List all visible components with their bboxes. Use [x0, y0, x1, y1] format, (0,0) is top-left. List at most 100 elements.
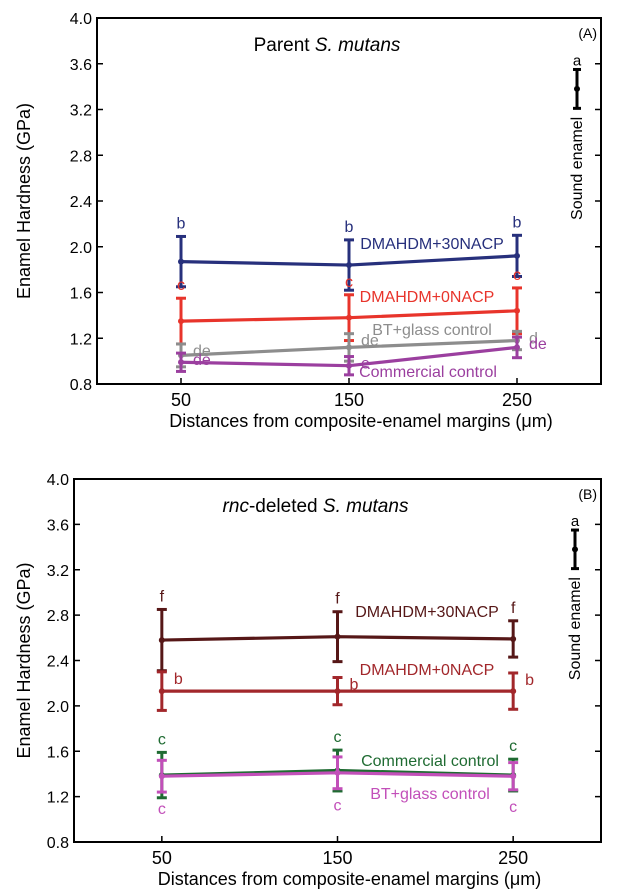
data-point	[158, 688, 165, 695]
significance-letter: c	[509, 799, 517, 816]
panel-label: (A)	[578, 25, 597, 41]
data-point	[346, 314, 352, 321]
x-tick-label: 250	[502, 390, 532, 410]
significance-letter: b	[513, 214, 522, 231]
series-commercial-control: de e de Commercial control	[176, 335, 547, 381]
panel-b: rnc-deleted S. mutans (B) Enamel Hardnes…	[14, 472, 602, 889]
series-bt-glass-control: c c c BT+glass control	[156, 755, 519, 818]
series-label: Commercial control	[361, 753, 499, 770]
data-point	[178, 258, 184, 265]
reference-group: a Sound enamel	[567, 513, 584, 680]
y-tick-label: 3.2	[47, 563, 69, 580]
reference-point	[572, 546, 578, 553]
significance-letter: de	[529, 336, 547, 353]
reference-label: Sound enamel	[569, 117, 586, 220]
y-tick-label: 4.0	[47, 472, 69, 489]
y-tick-label: 2.8	[70, 148, 92, 165]
series-label: DMAHDM+0NACP	[360, 662, 495, 679]
x-tick-label: 150	[322, 848, 352, 868]
data-point	[514, 307, 520, 314]
y-tick-label: 2.8	[47, 608, 69, 625]
panel-a: Parent S. mutans (A) Enamel Hardness (GP…	[14, 11, 602, 431]
data-point	[514, 344, 520, 351]
significance-letter: de	[193, 352, 211, 369]
significance-letter: c	[509, 738, 517, 755]
x-axis: 50 150 250	[171, 378, 532, 410]
x-axis-label: Distances from composite-enamel margins …	[169, 411, 552, 431]
y-tick-label: 2.4	[70, 194, 92, 211]
chart-title: rnc-deleted S. mutans	[223, 496, 409, 517]
data-point	[158, 773, 165, 780]
x-tick-label: 50	[152, 848, 172, 868]
significance-letter: c	[345, 274, 353, 291]
panel-label: (B)	[578, 486, 597, 502]
y-tick-label: 0.8	[47, 835, 69, 852]
reference-group: a Sound enamel	[569, 52, 586, 219]
x-axis-label: Distances from composite-enamel margins …	[158, 869, 541, 889]
significance-letter: f	[511, 600, 516, 617]
series-dmahdm-30nacp: f f f DMAHDM+30NACP	[156, 588, 519, 673]
significance-letter: b	[174, 671, 183, 688]
series-dmahdm-0nacp: c c c DMAHDM+0NACP	[176, 267, 522, 346]
y-tick-label: 1.2	[70, 331, 92, 348]
y-tick-label: 3.2	[70, 103, 92, 120]
significance-letter: a	[571, 513, 580, 530]
series-label: DMAHDM+30NACP	[355, 604, 499, 621]
y-tick-label: 3.6	[70, 57, 92, 74]
significance-letter: c	[177, 277, 185, 294]
y-axis: 0.8 1.2 1.6 2.0 2.4 2.8 3.2 3.6 4.0	[70, 11, 601, 394]
data-point	[334, 688, 341, 695]
y-tick-label: 4.0	[70, 11, 92, 28]
x-axis: 50 150 250	[152, 836, 528, 868]
data-point	[346, 262, 352, 269]
y-tick-label: 1.6	[70, 286, 92, 303]
significance-letter: de	[361, 333, 379, 350]
data-point	[334, 769, 341, 776]
x-tick-label: 50	[171, 390, 191, 410]
data-point	[510, 688, 517, 695]
significance-letter: c	[158, 801, 166, 818]
significance-letter: c	[334, 798, 342, 815]
data-point	[158, 637, 165, 644]
data-point	[514, 252, 520, 259]
significance-letter: b	[350, 677, 359, 694]
series-label: DMAHDM+0NACP	[360, 289, 495, 306]
y-tick-label: 2.0	[47, 699, 69, 716]
series-label: Commercial control	[359, 364, 497, 381]
y-tick-label: 2.0	[70, 240, 92, 257]
series-label: DMAHDM+30NACP	[360, 236, 504, 253]
data-point	[346, 362, 352, 369]
significance-letter: e	[361, 356, 370, 373]
significance-letter: c	[334, 729, 342, 746]
data-point	[178, 318, 184, 325]
data-point	[334, 633, 341, 640]
data-point	[510, 773, 517, 780]
significance-letter: b	[525, 672, 534, 689]
series-label: BT+glass control	[372, 322, 492, 339]
x-tick-label: 250	[498, 848, 528, 868]
y-tick-label: 3.6	[47, 517, 69, 534]
reference-point	[574, 85, 580, 92]
y-tick-label: 1.2	[47, 790, 69, 807]
x-tick-label: 150	[334, 390, 364, 410]
y-axis: 0.8 1.2 1.6 2.0 2.4 2.8 3.2 3.6 4.0	[47, 472, 601, 852]
significance-letter: de	[193, 343, 211, 360]
y-axis-label: Enamel Hardness (GPa)	[14, 562, 34, 758]
data-point	[510, 635, 517, 642]
series-label: BT+glass control	[370, 786, 490, 803]
y-tick-label: 0.8	[70, 377, 92, 394]
y-tick-label: 1.6	[47, 744, 69, 761]
y-tick-label: 2.4	[47, 654, 69, 671]
significance-letter: b	[345, 219, 354, 236]
y-axis-label: Enamel Hardness (GPa)	[14, 103, 34, 299]
significance-letter: f	[160, 588, 165, 605]
significance-letter: c	[513, 267, 521, 284]
significance-letter: b	[177, 215, 186, 232]
significance-letter: c	[158, 731, 166, 748]
significance-letter: f	[335, 591, 340, 608]
significance-letter: a	[573, 52, 582, 69]
